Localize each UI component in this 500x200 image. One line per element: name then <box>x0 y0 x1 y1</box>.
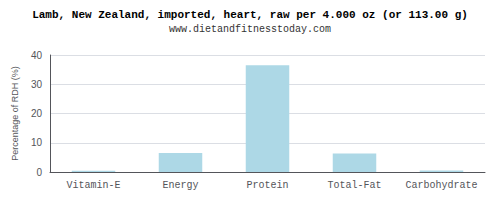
svg-text:Carbohydrate: Carbohydrate <box>405 180 477 191</box>
svg-text:20: 20 <box>31 108 43 119</box>
svg-text:Energy: Energy <box>162 180 198 191</box>
svg-text:40: 40 <box>31 50 43 61</box>
svg-text:Percentage of RDH (%): Percentage of RDH (%) <box>10 66 20 161</box>
svg-text:Protein: Protein <box>246 180 288 191</box>
svg-text:10: 10 <box>31 137 43 148</box>
svg-text:www.dietandfitnesstoday.com: www.dietandfitnesstoday.com <box>169 24 331 35</box>
svg-text:0: 0 <box>36 167 42 178</box>
svg-text:Lamb, New Zealand, imported, h: Lamb, New Zealand, imported, heart, raw … <box>32 9 468 21</box>
svg-text:Total-Fat: Total-Fat <box>327 180 381 191</box>
svg-text:Vitamin-E: Vitamin-E <box>66 180 120 191</box>
svg-text:30: 30 <box>31 79 43 90</box>
